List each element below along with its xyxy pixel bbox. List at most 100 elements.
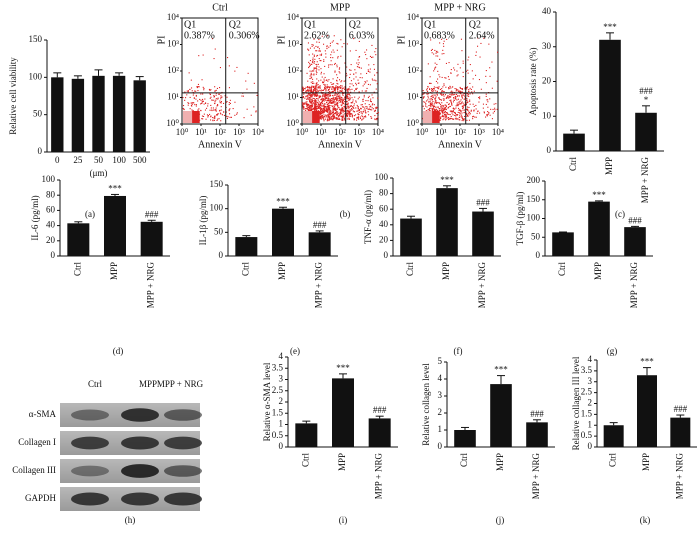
event-dot	[328, 93, 330, 95]
event-dot	[205, 102, 207, 104]
y-tick-label: 0.5	[272, 430, 284, 440]
event-dot	[435, 66, 437, 68]
event-dot	[462, 107, 464, 109]
event-dot	[310, 81, 312, 83]
event-dot	[312, 44, 314, 46]
event-dot	[202, 100, 204, 102]
event-dot	[302, 90, 304, 92]
event-dot	[454, 93, 456, 95]
event-dot	[447, 107, 449, 109]
event-dot	[461, 91, 463, 93]
event-dot	[304, 88, 306, 90]
y-tick-label: 200	[527, 175, 541, 185]
event-dot	[347, 110, 349, 112]
event-dot	[307, 96, 309, 98]
event-dot	[373, 104, 375, 106]
event-dot	[314, 95, 316, 97]
x-tick-label: MPP	[604, 157, 614, 175]
event-dot	[461, 105, 463, 107]
event-dot	[339, 99, 341, 101]
event-dot	[334, 109, 336, 111]
event-dot	[339, 98, 341, 100]
event-dot	[346, 115, 348, 117]
event-dot	[461, 96, 463, 98]
event-dot	[351, 88, 353, 90]
event-dot	[313, 73, 315, 75]
event-dot	[485, 95, 487, 97]
event-dot	[182, 107, 184, 109]
event-dot	[459, 103, 461, 105]
event-dot	[340, 39, 342, 41]
event-dot	[341, 80, 343, 82]
event-dot	[321, 116, 323, 118]
event-dot	[462, 71, 464, 73]
quadrant-value: 0.387%	[184, 30, 215, 41]
event-dot	[213, 95, 215, 97]
event-dot	[313, 100, 315, 102]
event-dot	[201, 79, 203, 81]
event-dot	[335, 98, 337, 100]
event-dot	[333, 111, 335, 113]
event-dot	[442, 108, 444, 110]
event-dot	[346, 66, 348, 68]
event-dot	[376, 72, 378, 74]
event-dot	[327, 98, 329, 100]
event-dot	[316, 86, 318, 88]
event-dot	[358, 96, 360, 98]
event-dot	[338, 91, 340, 93]
event-dot	[318, 97, 320, 99]
event-dot	[454, 96, 456, 98]
event-dot	[446, 112, 448, 114]
event-dot	[330, 54, 332, 56]
event-dot	[437, 102, 439, 104]
y-tick-label: 20	[379, 234, 389, 244]
event-dot	[457, 111, 459, 113]
event-dot	[340, 108, 342, 110]
x-tick-label: Ctrl	[568, 157, 578, 172]
event-dot	[364, 107, 366, 109]
event-dot	[468, 114, 470, 116]
event-dot	[340, 99, 342, 101]
event-dot	[212, 107, 214, 109]
event-dot	[459, 110, 461, 112]
event-dot	[337, 105, 339, 107]
event-dot	[430, 105, 432, 107]
event-dot	[355, 114, 357, 116]
event-dot	[430, 49, 432, 51]
event-dot	[341, 100, 343, 102]
event-dot	[349, 109, 351, 111]
event-dot	[229, 108, 231, 110]
event-dot	[370, 116, 372, 118]
event-dot	[357, 79, 359, 81]
event-dot	[353, 38, 355, 40]
event-dot	[329, 101, 331, 103]
event-dot	[462, 118, 464, 120]
event-dot	[460, 110, 462, 112]
event-dot	[376, 83, 378, 85]
y-tick-label: 3.5	[272, 362, 284, 372]
y-axis-label: Relative collagen level	[421, 363, 431, 446]
event-dot	[328, 105, 330, 107]
bar	[133, 80, 146, 152]
event-dot	[329, 116, 331, 118]
event-dot	[352, 99, 354, 101]
event-dot	[317, 98, 319, 100]
x-axis-label: Annexin V	[318, 139, 363, 150]
event-dot	[318, 66, 320, 68]
event-dot	[338, 118, 340, 120]
event-dot	[307, 80, 309, 82]
event-dot	[445, 112, 447, 114]
event-dot	[472, 86, 474, 88]
y-axis-label: Relative α-SMA level	[262, 362, 272, 441]
event-dot	[346, 108, 348, 110]
event-dot	[468, 106, 470, 108]
event-dot	[346, 88, 348, 90]
event-dot	[305, 108, 307, 110]
event-dot	[435, 96, 437, 98]
event-dot	[458, 107, 460, 109]
event-dot	[319, 112, 321, 114]
event-dot	[436, 102, 438, 104]
event-dot	[336, 49, 338, 51]
event-dot	[356, 87, 358, 89]
